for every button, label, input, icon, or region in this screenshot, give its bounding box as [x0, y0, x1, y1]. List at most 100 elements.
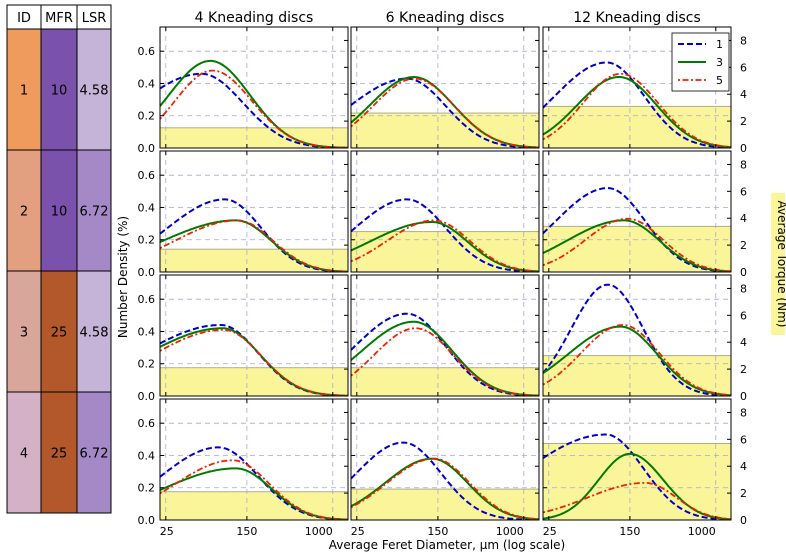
table-header-mfr: MFR: [45, 11, 73, 26]
y2-tick-label: 4: [740, 88, 747, 101]
y2-tick-label: 8: [740, 282, 747, 295]
x-tick-label: 25: [160, 525, 174, 538]
table-cell-value: 6.72: [80, 447, 109, 462]
y2-tick-label: 6: [740, 433, 747, 446]
table-cell: [40, 149, 78, 272]
y-tick-label: 0.4: [138, 201, 156, 214]
parameter-table: ID MFR LSR 1 10 4.58 2 10 6.72 3 25 4.58 4 25 6.72: [6, 4, 112, 514]
table-cell-value: 10: [51, 205, 68, 220]
x-tick-label: 1000: [305, 525, 333, 538]
series-line-1: [543, 61, 731, 148]
chart-panel-r4c1: 0.0 0.2 0.4 0.6 25 150 1000: [138, 398, 349, 538]
series-line-5: [351, 77, 539, 148]
panel-frame: [159, 150, 349, 273]
series-line-5: [160, 69, 348, 148]
y-tick-label: 0.2: [138, 358, 156, 371]
y-tick-label: 0.6: [138, 417, 156, 430]
y2-tick-label: 6: [740, 309, 747, 322]
series-line-1: [351, 198, 539, 272]
legend-label-5: 5: [716, 74, 723, 87]
series-line-1: [351, 77, 539, 148]
y-tick-label: 0.4: [138, 325, 156, 338]
y-tick-label: 0.0: [138, 142, 156, 155]
y2-tick-label: 2: [740, 363, 747, 376]
table-header-cell: [6, 4, 42, 30]
table-header-lsr: LSR: [82, 11, 107, 26]
series-line-5: [160, 328, 348, 396]
y2-tick-label: 4: [740, 212, 747, 225]
panel-frame: [350, 398, 540, 521]
table-cell-value: 25: [51, 447, 68, 462]
y2-tick-label: 0: [740, 390, 747, 403]
y-tick-label: 0.2: [138, 482, 156, 495]
torque-bar: [350, 488, 540, 521]
panel-frame: [350, 274, 540, 397]
legend-label-1: 1: [716, 38, 723, 51]
y-tick-label: 0.0: [138, 390, 156, 403]
chart-panel-r3c2: [350, 274, 540, 397]
x-tick-label: 150: [236, 525, 257, 538]
torque-bar: [159, 127, 349, 149]
y2-tick-label: 0: [740, 266, 747, 279]
table-header-id: ID: [17, 11, 31, 26]
series-line-5: [543, 72, 731, 148]
y-tick-label: 0.0: [138, 266, 156, 279]
series-line-5: [543, 324, 731, 396]
table-cell: [76, 28, 112, 151]
chart-panel-r3c3: 0 2 4 6 8: [542, 274, 747, 403]
panel-frame: [542, 398, 732, 521]
panel-frame: [542, 274, 732, 397]
y-tick-label: 0.4: [138, 449, 156, 462]
y-tick-label: 0.2: [138, 234, 156, 247]
table-cell-value: 25: [51, 326, 68, 341]
chart-panel-r2c3: 0 2 4 6 8: [542, 150, 747, 279]
torque-bar: [542, 225, 732, 273]
column-title: 4 Kneading discs: [195, 10, 314, 26]
series-line-1: [351, 441, 539, 520]
y-tick-label: 0.2: [138, 110, 156, 123]
series-line-1: [543, 187, 731, 272]
series-line-5: [543, 481, 731, 520]
series-line-5: [351, 327, 539, 396]
y2-tick-label: 2: [740, 115, 747, 128]
y-tick-label: 0.6: [138, 45, 156, 58]
chart-panel-r4c2: 25 150 1000: [350, 398, 540, 538]
torque-bar: [350, 231, 540, 273]
x-tick-label: 1000: [496, 525, 524, 538]
x-tick-label: 25: [543, 525, 557, 538]
table-cell-value: 3: [20, 326, 28, 341]
panel-frame: [542, 26, 732, 149]
torque-bar: [350, 367, 540, 397]
table-cell-value: 10: [51, 84, 68, 99]
series-line-3: [543, 325, 731, 396]
series-line-5: [351, 219, 539, 272]
x-tick-label: 150: [427, 525, 448, 538]
series-line-5: [160, 219, 348, 272]
torque-bar: [159, 367, 349, 397]
chart-panel-r3c1: 0.0 0.2 0.4 0.6: [138, 274, 349, 403]
chart-panel-r1c1: 0.0 0.2 0.4 0.6: [138, 26, 349, 155]
x-tick-label: 150: [619, 525, 640, 538]
series-line-1: [543, 433, 731, 520]
chart-panel-r2c2: [350, 150, 540, 273]
y-tick-label: 0.0: [138, 514, 156, 527]
table-cell-value: 1: [20, 84, 28, 99]
y2-axis-label-background: [771, 193, 785, 335]
panel-frame: [159, 398, 349, 521]
panel-frame: [159, 274, 349, 397]
table-cell-value: 2: [20, 205, 28, 220]
table-cell-value: 4.58: [80, 326, 109, 341]
y2-tick-label: 0: [740, 142, 747, 155]
chart-panels: 0.0 0.2 0.4 0.6 0 2 4 6 8 0.0 0.2 0.4 0.6 0 2 4 6 8 0.0 0.2…: [138, 26, 747, 538]
x-axis-label: Average Feret Diameter, μm (log scale): [329, 538, 565, 552]
y-axis-label: Number Density (%): [116, 216, 130, 338]
x-tick-label: 1000: [688, 525, 716, 538]
table-cell: [76, 270, 112, 393]
y2-tick-label: 8: [740, 34, 747, 47]
table-cell-value: 4.58: [80, 84, 109, 99]
y2-tick-label: 0: [740, 514, 747, 527]
y-tick-label: 0.6: [138, 169, 156, 182]
series-line-5: [160, 459, 348, 520]
